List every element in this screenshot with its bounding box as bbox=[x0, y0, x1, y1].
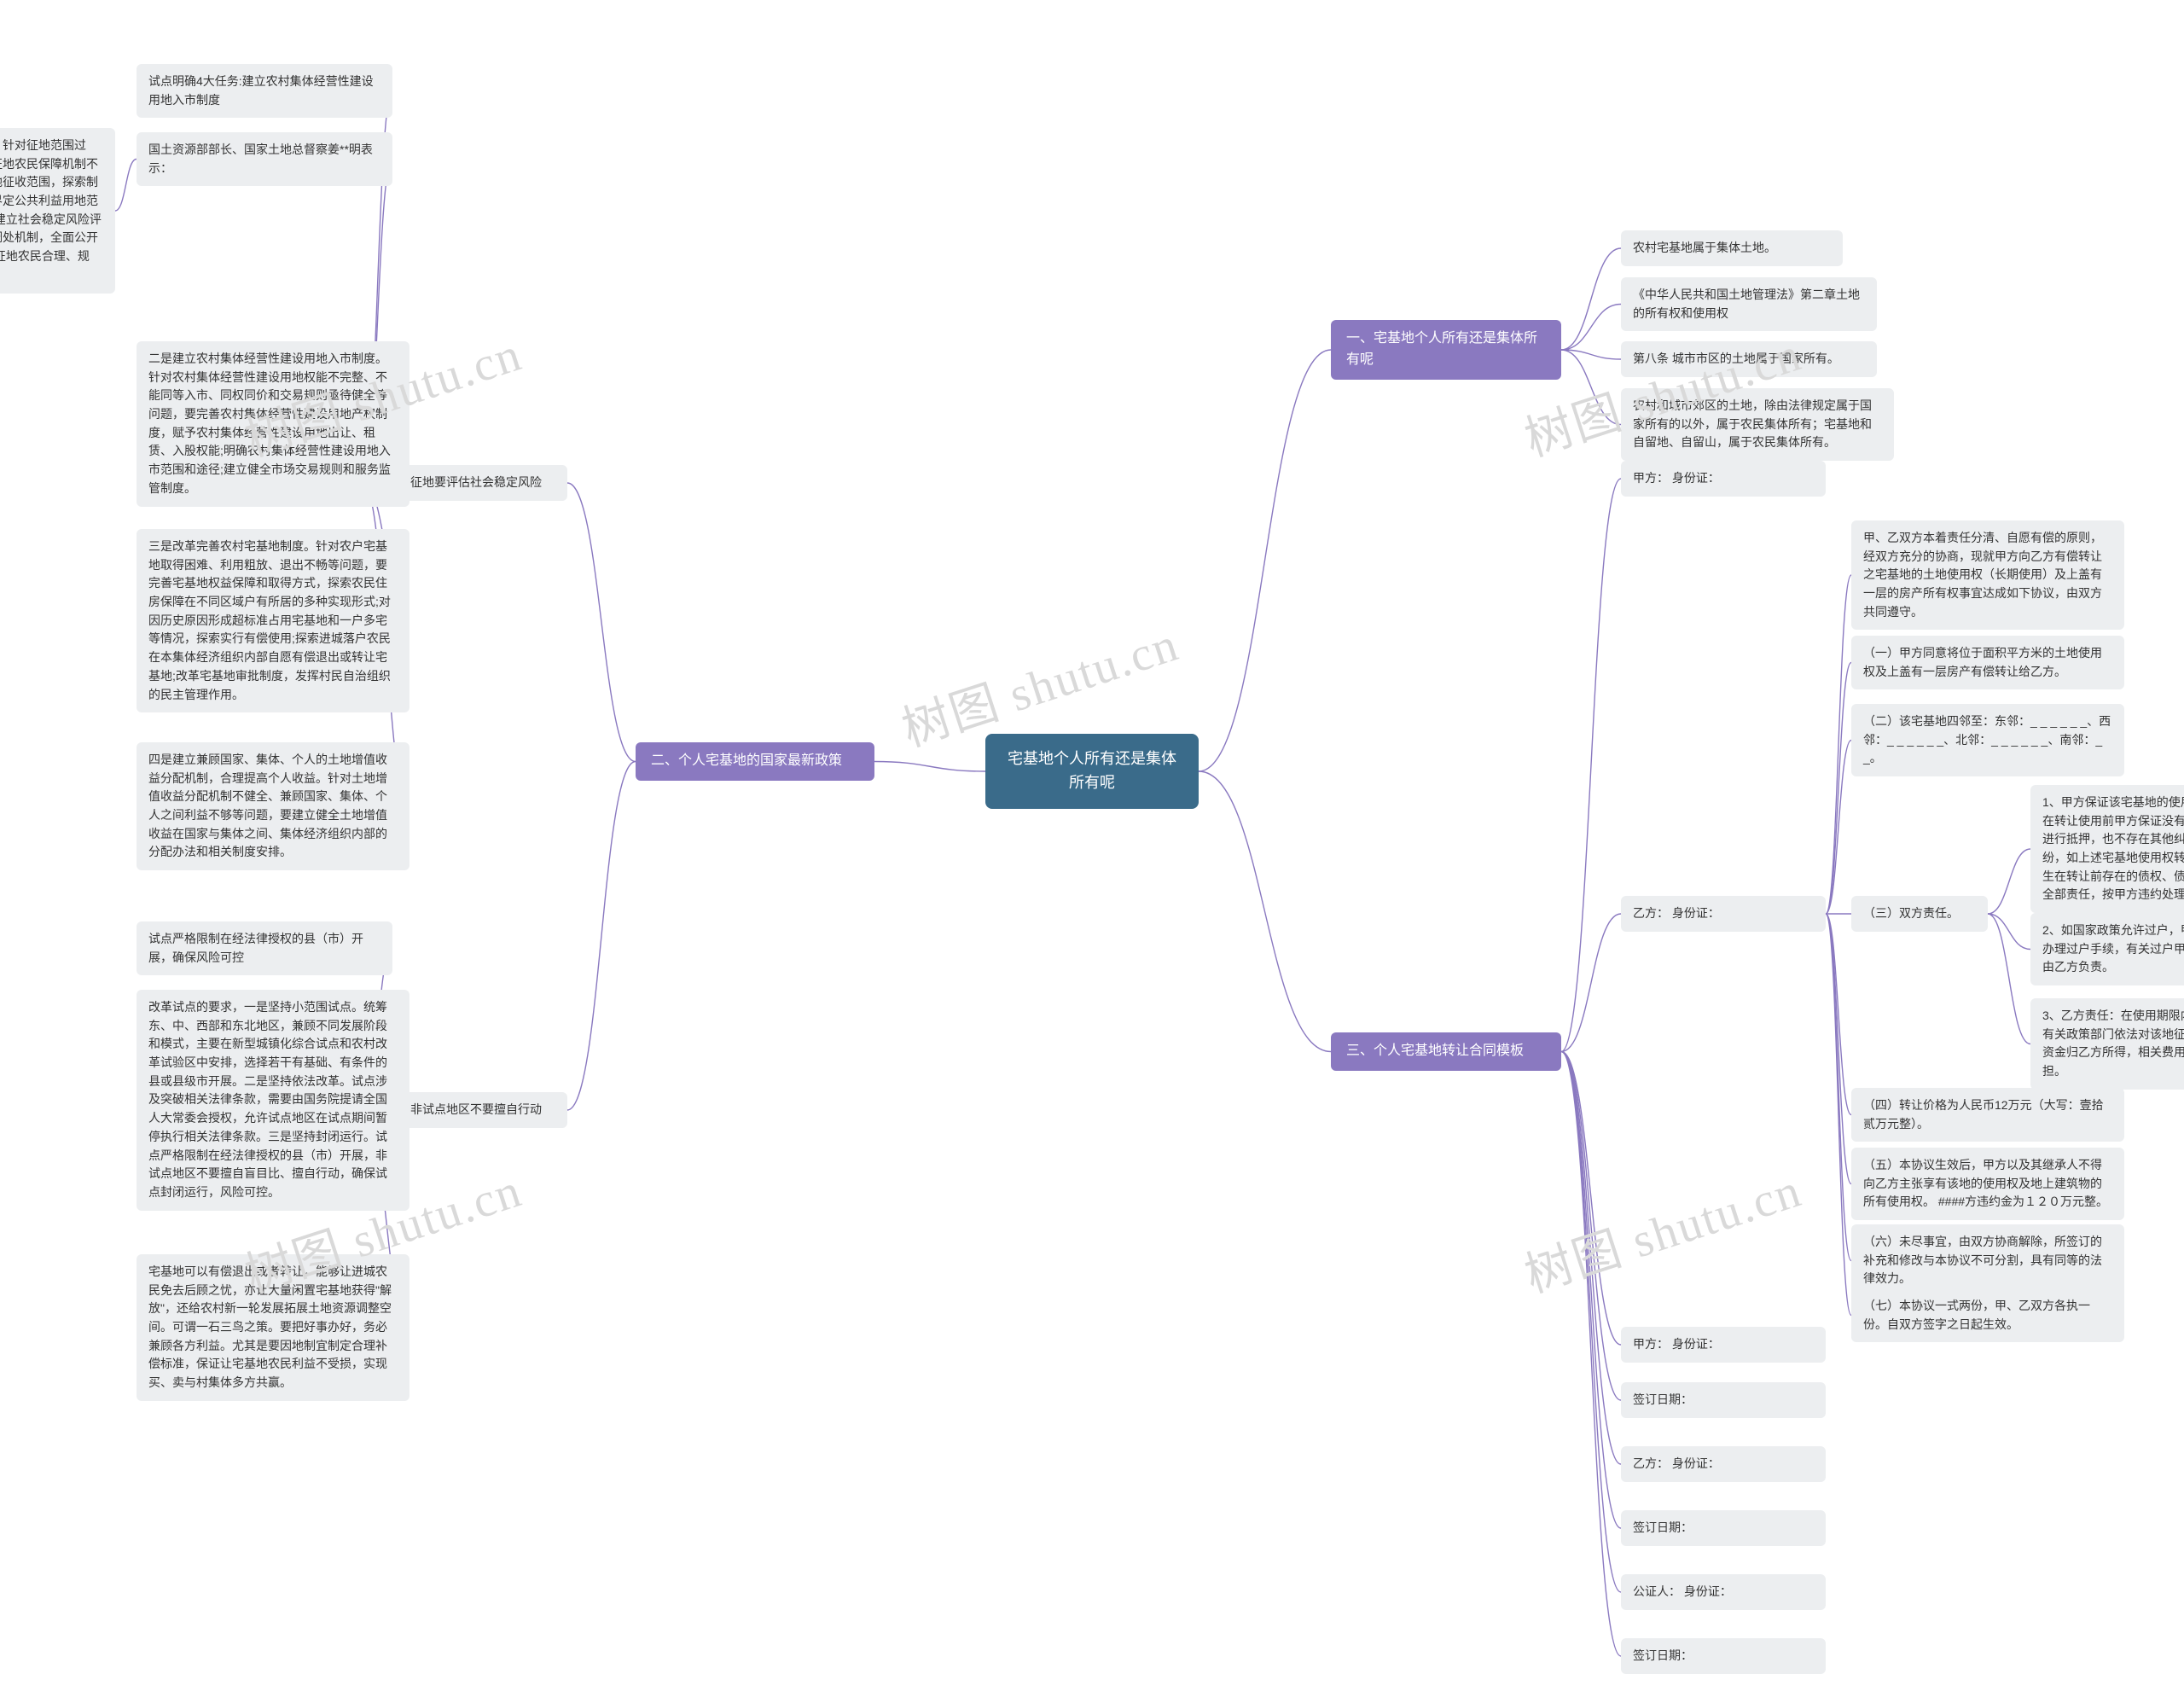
node-s3b3: （三）双方责任。 bbox=[1851, 896, 1988, 932]
edge bbox=[1561, 479, 1621, 1052]
edge bbox=[1561, 248, 1621, 350]
node-s3h: 签订日期： bbox=[1621, 1638, 1826, 1674]
edge bbox=[1561, 1052, 1621, 1593]
edge bbox=[567, 762, 636, 1111]
node-s3c: 甲方： 身份证： bbox=[1621, 1327, 1826, 1363]
node-l3b6: （六）未尽事宜，由双方协商解除，所签订的补充和修改与本协议不可分割，具有同等的法… bbox=[1851, 1224, 2124, 1297]
edge bbox=[1826, 914, 1851, 1261]
node-l3b1: 甲、乙双方本着责任分清、自愿有偿的原则，经双方充分的协商，现就甲方向乙方有偿转让… bbox=[1851, 520, 2124, 630]
node-s3g: 公证人： 身份证： bbox=[1621, 1574, 1826, 1610]
node-l212: 国土资源部部长、国家土地总督察姜**明表示： bbox=[136, 132, 392, 186]
edge bbox=[1826, 914, 1851, 1184]
node-l3b7: （七）本协议一式两份，甲、乙双方各执一份。自双方签字之日起生效。 bbox=[1851, 1288, 2124, 1342]
node-l215: 四是建立兼顾国家、集体、个人的土地增值收益分配机制，合理提高个人收益。针对土地增… bbox=[136, 742, 410, 870]
edge bbox=[1561, 350, 1621, 425]
node-l223: 宅基地可以有偿退出或者转让，能够让进城农民免去后顾之忧，亦让大量闲置宅基地获得"… bbox=[136, 1254, 410, 1401]
node-l211: 试点明确4大任务:建立农村集体经营性建设用地入市制度 bbox=[136, 64, 392, 118]
edge bbox=[115, 160, 136, 212]
node-l3b31: 1、甲方保证该宅基地的使用权权属甲方使用,在转让使用前甲方保证没有将该宅基地使用… bbox=[2030, 785, 2184, 913]
edge bbox=[1988, 914, 2030, 1044]
edge bbox=[1561, 1052, 1621, 1346]
node-l222: 改革试点的要求，一是坚持小范围试点。统筹东、中、西部和东北地区，兼顾不同发展阶段… bbox=[136, 990, 410, 1211]
edge bbox=[1826, 663, 1851, 915]
edge bbox=[567, 483, 636, 762]
node-l3b33: 3、乙方责任：在使用期限内，如遇国家或者有关政策部门依法对该地征收时所赔偿的全部… bbox=[2030, 998, 2184, 1090]
edge bbox=[1561, 1052, 1621, 1657]
node-s3d: 签订日期： bbox=[1621, 1382, 1826, 1418]
node-l214: 三是改革完善农村宅基地制度。针对农户宅基地取得困难、利用粗放、退出不畅等问题，要… bbox=[136, 529, 410, 712]
node-l3b5: （五）本协议生效后，甲方以及其继承人不得向乙方主张享有该地的使用权及地上建筑物的… bbox=[1851, 1148, 2124, 1220]
node-l213: 二是建立农村集体经营性建设用地入市制度。针对农村集体经营性建设用地权能不完整、不… bbox=[136, 341, 410, 507]
watermark: 树图 shutu.cn bbox=[1515, 1152, 1809, 1306]
node-s3f: 签订日期： bbox=[1621, 1510, 1826, 1546]
node-l221: 试点严格限制在经法律授权的县（市）开展，确保风险可控 bbox=[136, 921, 392, 975]
node-l212a: 一是完善土地征收制度。针对征地范围过大、程序不够规范、被征地农民保障机制不完善等… bbox=[0, 128, 115, 294]
edge bbox=[1988, 914, 2030, 950]
edge bbox=[1826, 914, 1851, 1115]
node-s3b: 乙方： 身份证： bbox=[1621, 896, 1826, 932]
node-l3b4: （四）转让价格为人民币12万元（大写：壹拾贰万元整）。 bbox=[1851, 1088, 2124, 1142]
edge bbox=[1199, 771, 1331, 1052]
edge bbox=[1826, 741, 1851, 915]
node-l11: 农村宅基地属于集体土地。 bbox=[1621, 230, 1843, 266]
node-l12: 《中华人民共和国土地管理法》第二章土地的所有权和使用权 bbox=[1621, 277, 1877, 331]
mindmap-canvas: 宅基地个人所有还是集体所有呢 一、宅基地个人所有还是集体所有呢二、个人宅基地的国家… bbox=[0, 0, 2184, 1686]
edge bbox=[1199, 350, 1331, 771]
edge bbox=[1561, 305, 1621, 351]
node-b2: 二、个人宅基地的国家最新政策 bbox=[636, 742, 874, 781]
node-b1: 一、宅基地个人所有还是集体所有呢 bbox=[1331, 320, 1561, 380]
node-l14: 农村和城市郊区的土地，除由法律规定属于国家所有的以外，属于农民集体所有；宅基地和… bbox=[1621, 388, 1894, 461]
node-l3b32: 2、如国家政策允许过户，甲方无偿协助乙方办理过户手续，有关过户甲、乙双方要付费用… bbox=[2030, 913, 2184, 985]
edge bbox=[1826, 575, 1851, 914]
node-l3b2a: （二）该宅基地四邻至：东邻：_ _ _ _ _ _、西邻：_ _ _ _ _ _… bbox=[1851, 704, 2124, 776]
edge bbox=[1561, 1052, 1621, 1465]
edge bbox=[1561, 350, 1621, 359]
edge bbox=[1826, 914, 1851, 1316]
node-s3e: 乙方： 身份证： bbox=[1621, 1446, 1826, 1482]
node-l13: 第八条 城市市区的土地属于国家所有。 bbox=[1621, 341, 1877, 377]
node-b3: 三、个人宅基地转让合同模板 bbox=[1331, 1032, 1561, 1071]
node-s3a: 甲方： 身份证： bbox=[1621, 461, 1826, 497]
node-n0: 宅基地个人所有还是集体所有呢 bbox=[985, 734, 1199, 809]
edge bbox=[1988, 849, 2030, 914]
edge bbox=[874, 762, 985, 772]
edge bbox=[1561, 914, 1621, 1052]
node-l3b2: （一）甲方同意将位于面积平方米的土地使用权及上盖有一层房产有偿转让给乙方。 bbox=[1851, 636, 2124, 689]
edge bbox=[1561, 1052, 1621, 1401]
edge bbox=[1561, 1052, 1621, 1529]
